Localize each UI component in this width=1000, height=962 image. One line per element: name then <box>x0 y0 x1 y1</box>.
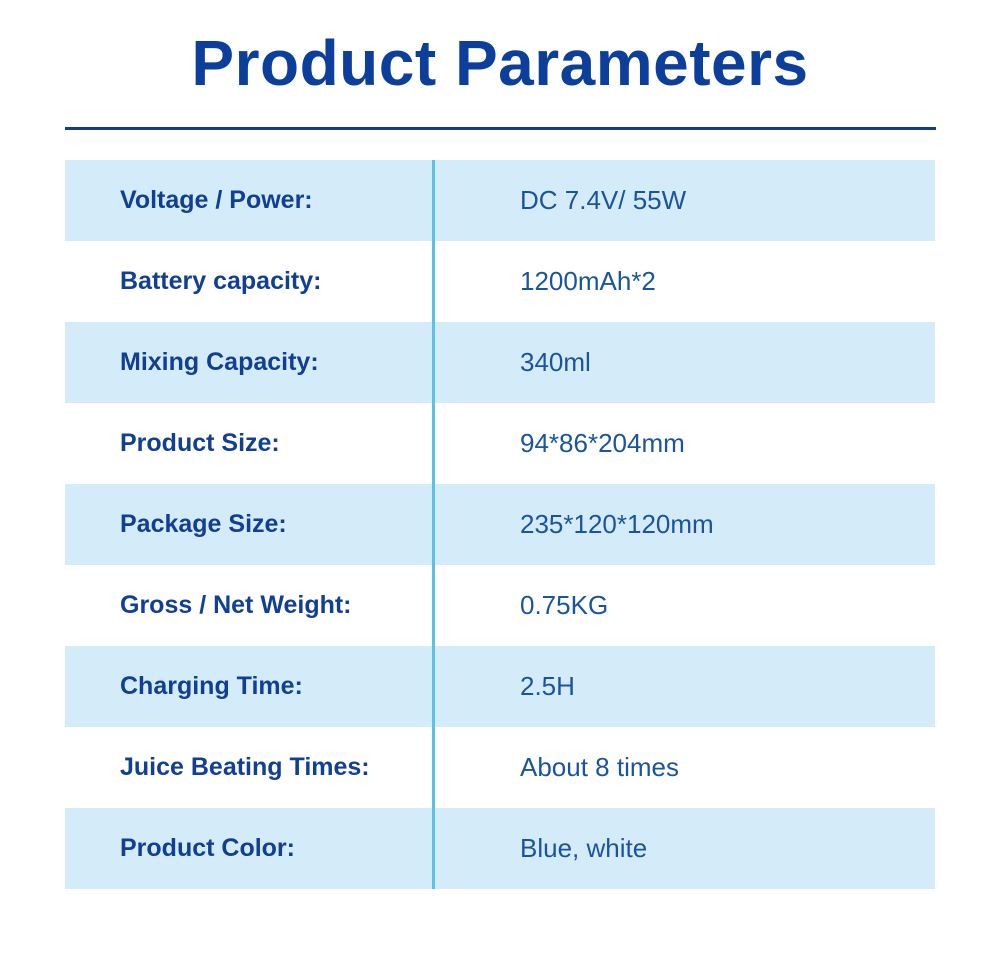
spec-label: Gross / Net Weight: <box>120 591 352 620</box>
table-row: Juice Beating Times: About 8 times <box>65 727 935 809</box>
spec-label: Product Color: <box>120 834 295 863</box>
spec-value: 235*120*120mm <box>520 509 714 540</box>
spec-value: About 8 times <box>520 752 679 783</box>
page-title: Product Parameters <box>191 27 809 99</box>
spec-label: Package Size: <box>120 510 287 539</box>
column-divider-line <box>432 160 435 890</box>
table-row: Mixing Capacity: 340ml <box>65 322 935 404</box>
title-underline-rule <box>64 127 936 131</box>
spec-value: DC 7.4V/ 55W <box>520 185 687 216</box>
spec-value: 94*86*204mm <box>520 428 685 459</box>
spec-value: Blue, white <box>520 833 648 864</box>
spec-label: Product Size: <box>120 429 280 458</box>
spec-label: Juice Beating Times: <box>120 753 370 782</box>
spec-label: Voltage / Power: <box>120 186 313 215</box>
table-row: Battery capacity: 1200mAh*2 <box>65 241 935 323</box>
spec-table: Voltage / Power: DC 7.4V/ 55W Battery ca… <box>65 160 935 890</box>
table-row: Voltage / Power: DC 7.4V/ 55W <box>65 160 935 242</box>
table-row: Package Size: 235*120*120mm <box>65 484 935 566</box>
table-row: Product Size: 94*86*204mm <box>65 403 935 485</box>
spec-label: Mixing Capacity: <box>120 348 319 377</box>
spec-value: 2.5H <box>520 671 575 702</box>
spec-value: 1200mAh*2 <box>520 266 656 297</box>
spec-label: Battery capacity: <box>120 267 322 296</box>
table-row: Gross / Net Weight: 0.75KG <box>65 565 935 647</box>
table-row: Product Color: Blue, white <box>65 808 935 890</box>
spec-rows: Voltage / Power: DC 7.4V/ 55W Battery ca… <box>65 160 935 890</box>
spec-value: 340ml <box>520 347 591 378</box>
spec-label: Charging Time: <box>120 672 303 701</box>
spec-value: 0.75KG <box>520 590 609 621</box>
table-row: Charging Time: 2.5H <box>65 646 935 728</box>
